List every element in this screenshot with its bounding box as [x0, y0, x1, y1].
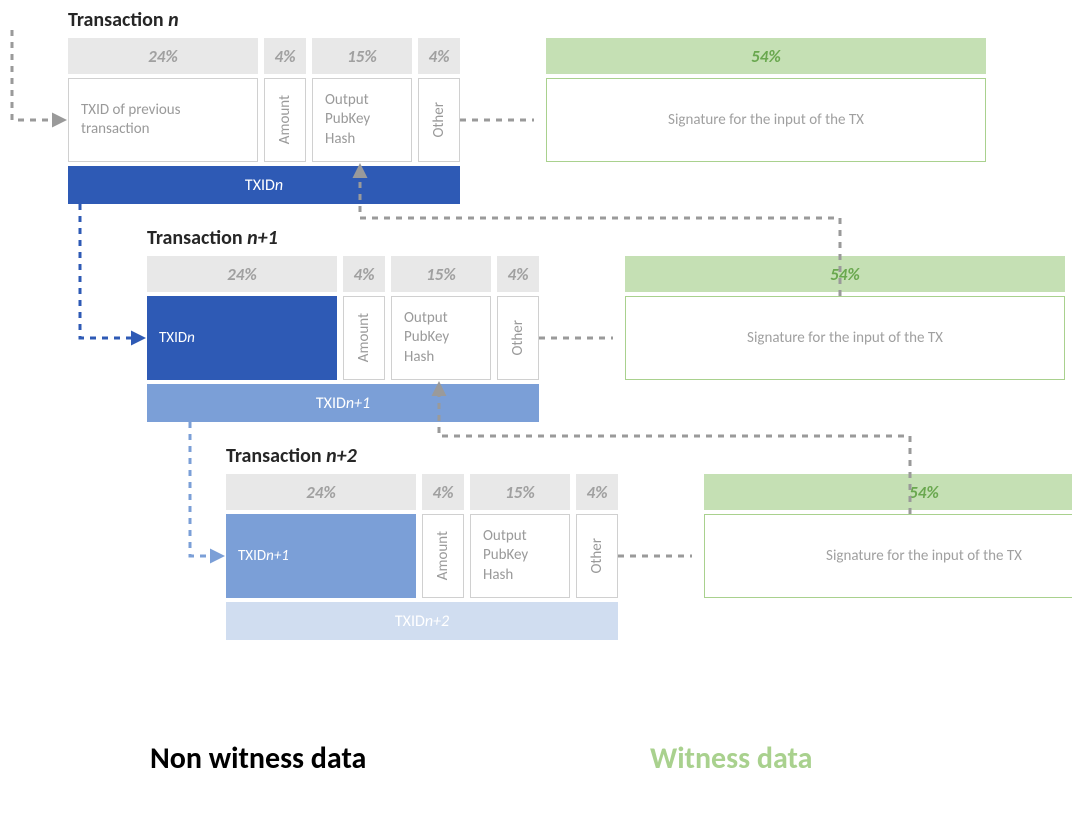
tx-n2-title: Transaction n+2: [226, 444, 357, 468]
tx-n2-pct-pubkey: 15%: [470, 474, 570, 510]
spacer: [545, 256, 619, 292]
tx-n1-pct-row: 24% 4% 15% 4% 54%: [147, 256, 1065, 292]
tx-n2-pct-amount: 4%: [422, 474, 464, 510]
diagram-root: Transaction n 24% 4% 15% 4% 54% TXID of …: [0, 0, 1072, 830]
tx-n-body-other: Other: [418, 78, 460, 162]
tx-n-body-row: TXID of previous transaction Amount Outp…: [68, 78, 986, 162]
tx-n1-pct-pubkey: 15%: [391, 256, 491, 292]
spacer: [624, 514, 698, 598]
tx-n1-body-pubkey: Output PubKey Hash: [391, 296, 491, 380]
tx-n-pct-witness: 54%: [546, 38, 986, 74]
tx-n2-title-prefix: Transaction: [226, 444, 326, 468]
tx-n-pct-row: 24% 4% 15% 4% 54%: [68, 38, 986, 74]
tx-n-title: Transaction n: [68, 8, 179, 32]
tx-n1-body-row: TXID n Amount Output PubKey Hash Other S…: [147, 296, 1065, 380]
arrow-grey-in-n: [12, 30, 64, 120]
tx-n1-txid-bar: TXID n+1: [147, 384, 539, 422]
tx-n-pct-txid: 24%: [68, 38, 258, 74]
tx-n1-body-txid: TXID n: [147, 296, 337, 380]
footer-witness-label: Witness data: [650, 740, 812, 777]
tx-n-body-amount: Amount: [264, 78, 306, 162]
spacer: [545, 296, 619, 380]
tx-n1-body-amount: Amount: [343, 296, 385, 380]
spacer: [624, 474, 698, 510]
tx-n2-txid-bar: TXID n+2: [226, 602, 618, 640]
tx-n-title-italic: n: [168, 8, 179, 32]
tx-n1-body-other: Other: [497, 296, 539, 380]
tx-n2-pct-txid: 24%: [226, 474, 416, 510]
spacer: [466, 78, 540, 162]
tx-n1-title: Transaction n+1: [147, 226, 278, 250]
spacer: [466, 38, 540, 74]
tx-n2-body-signature: Signature for the input of the TX: [704, 514, 1072, 598]
tx-n1-title-italic: n+1: [247, 226, 278, 250]
tx-n1-body-signature: Signature for the input of the TX: [625, 296, 1065, 380]
tx-n1-pct-amount: 4%: [343, 256, 385, 292]
tx-n1-pct-txid: 24%: [147, 256, 337, 292]
tx-n2-body-pubkey: Output PubKey Hash: [470, 514, 570, 598]
tx-n2-pct-witness: 54%: [704, 474, 1072, 510]
tx-n-pct-other: 4%: [418, 38, 460, 74]
tx-n-pct-amount: 4%: [264, 38, 306, 74]
arrow-blue-n1-to-n2: [190, 422, 222, 556]
tx-n2-body-other: Other: [576, 514, 618, 598]
tx-n2-body-row: TXID n+1 Amount Output PubKey Hash Other…: [226, 514, 1072, 598]
tx-n2-body-amount: Amount: [422, 514, 464, 598]
tx-n-body-signature: Signature for the input of the TX: [546, 78, 986, 162]
tx-n-txid-bar: TXID n: [68, 166, 460, 204]
tx-n-body-txid: TXID of previous transaction: [68, 78, 258, 162]
tx-n1-title-prefix: Transaction: [147, 226, 247, 250]
footer-nonwitness-label: Non witness data: [150, 740, 366, 777]
tx-n-pct-pubkey: 15%: [312, 38, 412, 74]
tx-n1-pct-witness: 54%: [625, 256, 1065, 292]
tx-n-body-pubkey: Output PubKey Hash: [312, 78, 412, 162]
tx-n-body-txid-label: TXID of previous transaction: [81, 101, 245, 140]
tx-n2-pct-row: 24% 4% 15% 4% 54%: [226, 474, 1072, 510]
tx-n2-pct-other: 4%: [576, 474, 618, 510]
tx-n2-title-italic: n+2: [326, 444, 357, 468]
tx-n2-body-txid: TXID n+1: [226, 514, 416, 598]
tx-n1-pct-other: 4%: [497, 256, 539, 292]
arrow-blue-n-to-n1: [80, 204, 143, 338]
tx-n-title-prefix: Transaction: [68, 8, 168, 32]
